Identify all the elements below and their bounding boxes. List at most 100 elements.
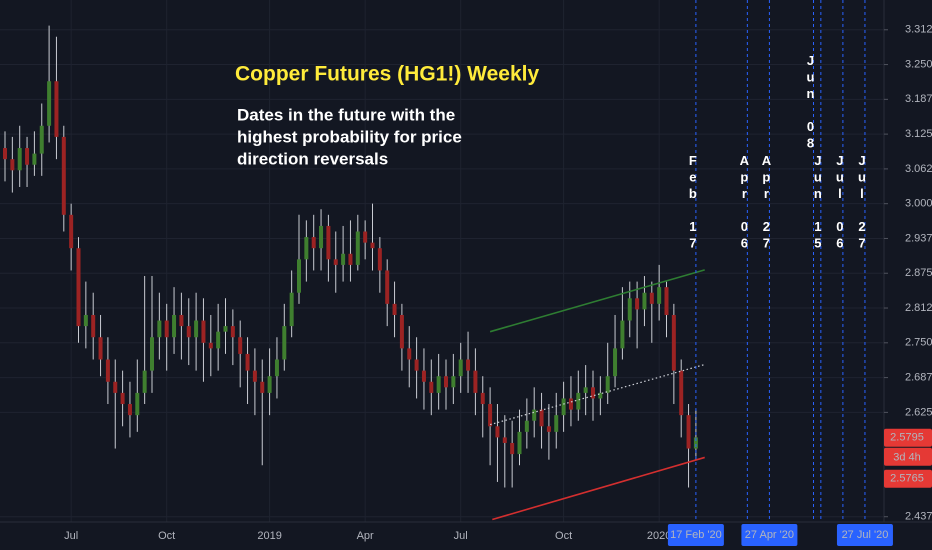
- candle-body: [61, 136, 66, 215]
- candle-body: [83, 314, 88, 327]
- x-tick-label: Jul: [64, 530, 78, 542]
- x-tick-label: Oct: [555, 530, 572, 542]
- countdown: 3d 4h: [893, 452, 921, 464]
- candle-body: [201, 320, 206, 343]
- candle-body: [517, 431, 522, 455]
- candle-body: [385, 270, 390, 304]
- candle-body: [620, 320, 625, 349]
- x-tick-label: 2019: [257, 530, 281, 542]
- candle-body: [554, 415, 559, 432]
- x-tick-label: Jul: [454, 530, 468, 542]
- date-axis-box: [836, 524, 893, 546]
- candle-body: [649, 292, 654, 304]
- y-tick-label: 2.9375: [905, 232, 932, 244]
- candle-body: [282, 326, 287, 360]
- candle-body: [157, 320, 162, 338]
- candle-body: [39, 125, 44, 154]
- candle-body: [186, 326, 191, 338]
- candle-body: [260, 381, 265, 393]
- candle-body: [458, 359, 463, 377]
- candle-body: [297, 259, 301, 293]
- chart-title: Copper Futures (HG1!) Weekly: [235, 63, 539, 86]
- candle-body: [289, 292, 294, 327]
- candle-body: [120, 392, 125, 405]
- candle-body: [488, 404, 493, 427]
- candle-body: [341, 253, 346, 265]
- price-label: 2.5765: [890, 473, 924, 485]
- candle-body: [17, 148, 22, 171]
- candle-body: [686, 415, 691, 449]
- trend-line: [489, 363, 705, 426]
- candle-body: [230, 326, 235, 338]
- candle-body: [429, 381, 434, 393]
- candle-body: [480, 392, 485, 405]
- candle-body: [671, 314, 676, 371]
- x-tick-label: Apr: [357, 530, 374, 542]
- candle-body: [510, 442, 515, 455]
- candle-body: [135, 392, 140, 416]
- y-tick-label: 3.1250: [905, 128, 932, 140]
- candle-body: [3, 148, 7, 160]
- price-label-box: [884, 469, 932, 488]
- candle-body: [679, 370, 684, 416]
- candle-body: [150, 337, 154, 371]
- candle-body: [436, 376, 441, 393]
- candle-body: [532, 409, 537, 421]
- subtitle: Dates in the future with the: [237, 105, 455, 124]
- x-tick-label: 2020: [647, 530, 671, 542]
- candle-body: [105, 359, 110, 382]
- candle-body: [69, 214, 74, 249]
- candle-body: [98, 337, 103, 360]
- y-tick-label: 2.7500: [905, 337, 932, 349]
- candle-body: [598, 392, 603, 399]
- candle-body: [311, 237, 316, 249]
- candle-body: [54, 81, 59, 137]
- candle-body: [25, 148, 30, 165]
- y-tick-label: 2.8125: [905, 302, 932, 314]
- x-tick-label: Oct: [158, 530, 175, 542]
- candle-body: [164, 320, 169, 338]
- candle-body: [208, 342, 213, 349]
- candle-body: [238, 337, 243, 354]
- candle-body: [546, 426, 551, 432]
- candle-body: [252, 370, 257, 382]
- candle-body: [319, 225, 324, 249]
- candle-body: [32, 153, 37, 165]
- candle-body: [326, 225, 331, 260]
- candle-body: [245, 353, 250, 371]
- grid: [0, 0, 884, 522]
- candle-body: [407, 348, 412, 360]
- price-label: 2.5795: [890, 432, 924, 444]
- candle-body: [392, 303, 397, 315]
- candle-body: [10, 159, 15, 171]
- candle-body: [605, 376, 610, 393]
- y-tick-label: 3.2500: [905, 58, 932, 70]
- candle-body: [495, 426, 500, 438]
- candle-body: [627, 298, 632, 321]
- trend-line: [492, 456, 705, 521]
- trend-line: [489, 269, 705, 333]
- candle-body: [172, 314, 177, 338]
- candle-body: [348, 253, 353, 265]
- y-tick-label: 3.1875: [905, 93, 932, 105]
- date-axis-label: 27 Apr '20: [745, 529, 794, 541]
- candle-body: [568, 398, 573, 410]
- candle-body: [76, 248, 81, 327]
- countdown-box: [884, 447, 932, 466]
- y-tick-label: 2.4375: [905, 511, 932, 523]
- y-tick-label: 2.6250: [905, 406, 932, 418]
- y-tick-label: 2.6875: [905, 371, 932, 383]
- candle-body: [664, 287, 669, 315]
- y-tick-label: 3.3125: [905, 24, 932, 36]
- candle-body: [142, 370, 147, 393]
- candle-body: [216, 331, 221, 349]
- candle-body: [194, 320, 199, 338]
- date-axis-label: 17 Feb '20: [670, 529, 722, 541]
- candle-body: [451, 376, 456, 388]
